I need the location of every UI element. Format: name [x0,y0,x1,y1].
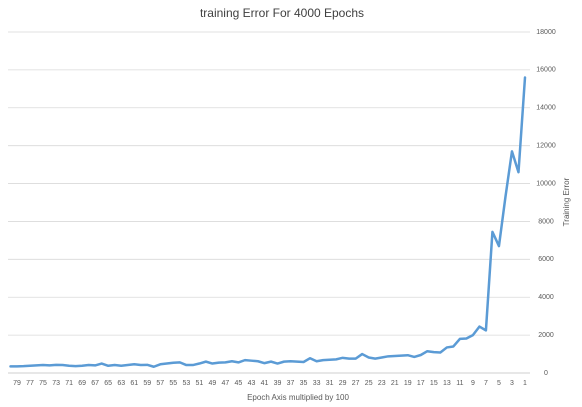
x-tick-label: 29 [339,380,347,387]
x-tick-label: 57 [156,380,164,387]
x-tick-label: 77 [26,380,34,387]
x-tick-label: 75 [39,380,47,387]
x-tick-label: 39 [274,380,282,387]
x-tick-label: 13 [443,380,451,387]
y-tick-label: 2000 [538,332,554,339]
x-tick-label: 71 [65,380,73,387]
x-tick-label: 69 [78,380,86,387]
x-tick-label: 3 [510,380,514,387]
y-tick-label: 8000 [538,218,554,225]
x-tick-label: 1 [523,380,527,387]
chart-title: training Error For 4000 Epochs [200,6,364,20]
x-tick-label: 23 [378,380,386,387]
x-tick-label: 79 [13,380,21,387]
y-tick-label: 18000 [536,29,556,36]
x-tick-label: 15 [430,380,438,387]
x-tick-label: 67 [91,380,99,387]
x-tick-label: 59 [143,380,151,387]
y-tick-label: 16000 [536,67,556,74]
x-tick-label: 19 [404,380,412,387]
x-tick-label: 53 [182,380,190,387]
x-tick-label: 61 [130,380,138,387]
x-tick-label: 5 [497,380,501,387]
x-tick-label: 33 [313,380,321,387]
y-tick-label: 4000 [538,294,554,301]
x-tick-label: 41 [261,380,269,387]
x-tick-label: 73 [52,380,60,387]
data-line [9,76,527,368]
y-tick-label: 10000 [536,180,556,187]
x-axis-title: Epoch Axis multiplied by 100 [247,393,349,402]
x-tick-label: 37 [287,380,295,387]
x-tick-label: 51 [195,380,203,387]
x-tick-label: 9 [471,380,475,387]
x-tick-label: 35 [300,380,308,387]
y-axis-title: Training Error [562,177,571,226]
y-tick-label: 12000 [536,143,556,150]
x-tick-label: 45 [235,380,243,387]
x-tick-label: 27 [352,380,360,387]
y-tick-label: 14000 [536,105,556,112]
x-tick-label: 17 [417,380,425,387]
y-tick-label: 6000 [538,256,554,263]
x-tick-label: 55 [169,380,177,387]
x-tick-label: 47 [222,380,230,387]
y-tick-label: 0 [544,370,548,377]
x-tick-label: 43 [248,380,256,387]
x-tick-label: 49 [208,380,216,387]
x-tick-label: 25 [365,380,373,387]
x-tick-label: 11 [456,380,463,387]
x-tick-label: 65 [104,380,112,387]
x-tick-label: 21 [391,380,399,387]
x-tick-label: 31 [326,380,334,387]
x-tick-label: 63 [117,380,125,387]
x-tick-label: 7 [484,380,488,387]
